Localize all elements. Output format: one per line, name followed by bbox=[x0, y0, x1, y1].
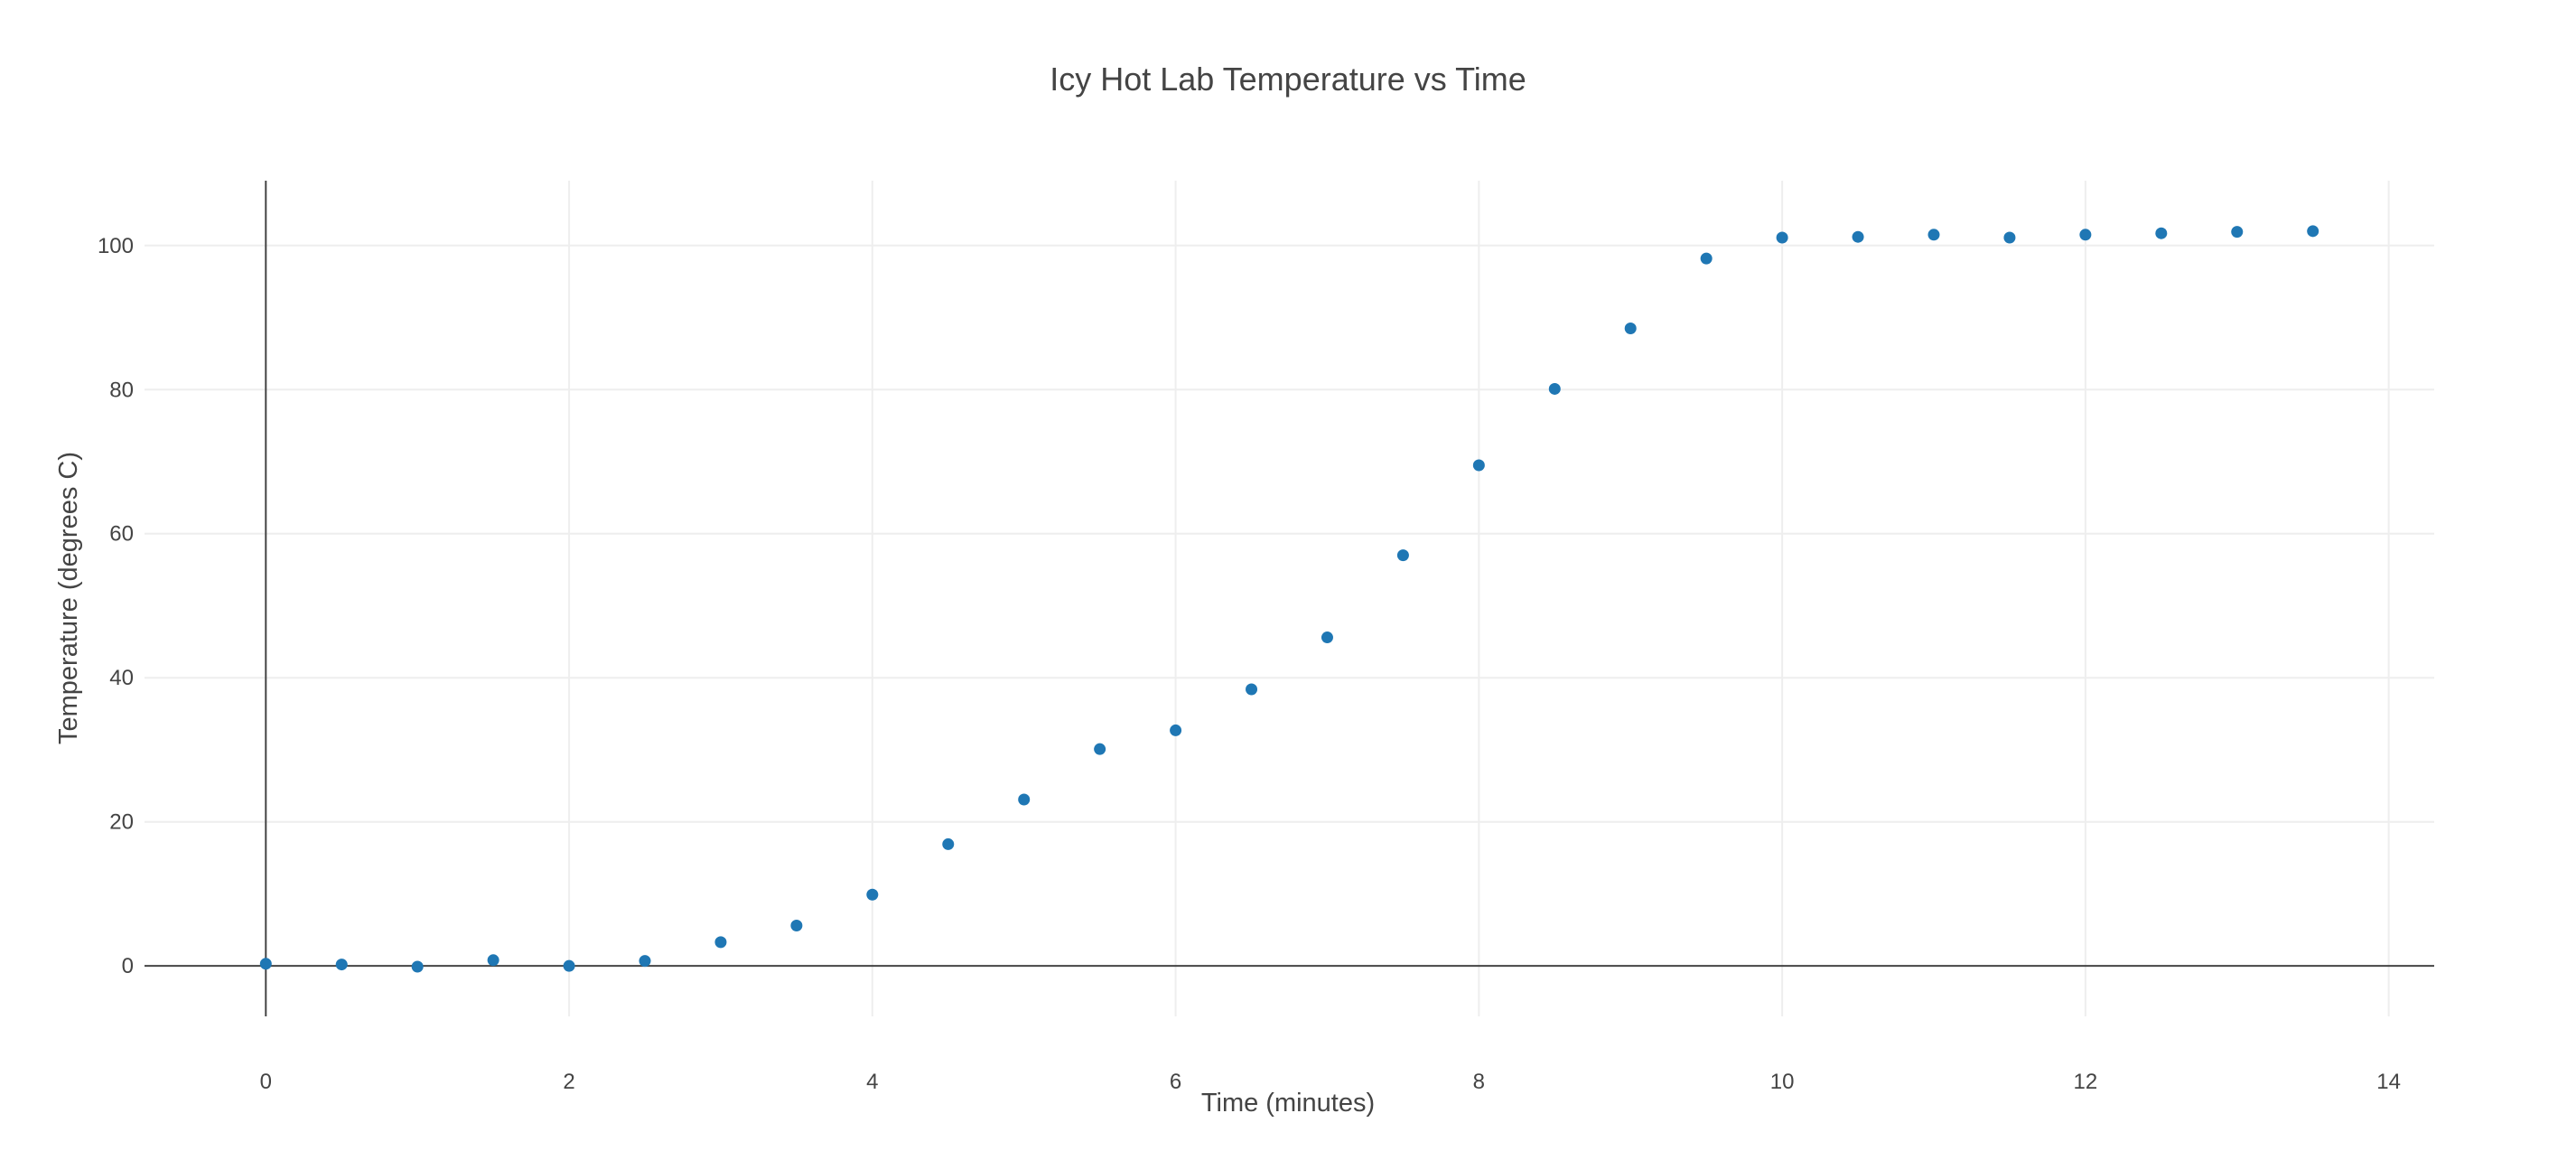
data-point bbox=[2231, 226, 2244, 239]
x-tick-label: 4 bbox=[866, 1070, 878, 1094]
data-point bbox=[1396, 549, 1409, 562]
x-tick-label: 2 bbox=[563, 1070, 574, 1094]
y-tick-label: 20 bbox=[109, 810, 134, 835]
data-point bbox=[2079, 229, 2092, 241]
data-point bbox=[335, 959, 348, 971]
data-point bbox=[1018, 793, 1031, 806]
data-point bbox=[639, 955, 651, 968]
x-axis-title: Time (minutes) bbox=[1201, 1089, 1375, 1118]
data-point bbox=[1472, 459, 1485, 472]
y-tick-label: 60 bbox=[109, 522, 134, 547]
data-point bbox=[1776, 231, 1788, 244]
data-point bbox=[411, 960, 424, 973]
data-point bbox=[2003, 231, 2016, 244]
data-point bbox=[1624, 322, 1637, 334]
data-points bbox=[259, 225, 2319, 973]
data-point bbox=[1170, 724, 1182, 736]
data-point bbox=[942, 837, 955, 850]
data-point bbox=[1321, 631, 1333, 644]
data-point bbox=[1246, 683, 1258, 696]
y-tick-label: 0 bbox=[122, 954, 134, 978]
y-tick-label: 40 bbox=[109, 666, 134, 690]
x-tick-label: 10 bbox=[1770, 1070, 1795, 1094]
data-point bbox=[2307, 225, 2319, 238]
data-point bbox=[866, 888, 879, 901]
data-point bbox=[487, 954, 499, 967]
x-tick-label: 6 bbox=[1170, 1070, 1181, 1094]
data-point bbox=[1927, 229, 1940, 241]
y-axis-title: Temperature (degrees C) bbox=[54, 452, 83, 744]
x-tick-label: 8 bbox=[1473, 1070, 1485, 1094]
data-point bbox=[1094, 743, 1106, 755]
data-point bbox=[790, 920, 803, 932]
grid-lines bbox=[145, 181, 2434, 1016]
tick-labels: 0 2 4 6 8 10 12 14 0 20 40 60 80 100 bbox=[98, 234, 2401, 1094]
data-point bbox=[259, 958, 272, 970]
data-point bbox=[1700, 252, 1713, 265]
data-point bbox=[1852, 230, 1864, 243]
x-tick-label: 12 bbox=[2074, 1070, 2098, 1094]
data-point bbox=[714, 936, 727, 949]
x-tick-label: 14 bbox=[2376, 1070, 2401, 1094]
y-tick-label: 100 bbox=[98, 234, 134, 258]
data-point bbox=[563, 959, 575, 972]
zero-lines bbox=[145, 181, 2434, 1016]
data-point bbox=[1548, 382, 1561, 395]
chart-title: Icy Hot Lab Temperature vs Time bbox=[1050, 61, 1526, 98]
y-tick-label: 80 bbox=[109, 378, 134, 402]
x-tick-label: 0 bbox=[260, 1070, 272, 1094]
data-point bbox=[2155, 227, 2168, 239]
